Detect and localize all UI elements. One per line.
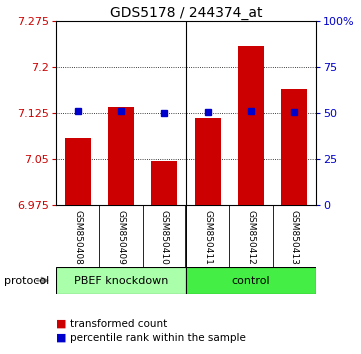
Text: GSM850410: GSM850410 xyxy=(160,210,169,265)
Bar xyxy=(238,46,264,205)
Bar xyxy=(281,89,307,205)
Text: GSM850409: GSM850409 xyxy=(117,210,125,265)
Text: ■: ■ xyxy=(56,333,66,343)
Text: PBEF knockdown: PBEF knockdown xyxy=(74,275,168,286)
FancyBboxPatch shape xyxy=(56,267,186,294)
Text: control: control xyxy=(232,275,270,286)
Bar xyxy=(151,160,177,205)
FancyBboxPatch shape xyxy=(186,267,316,294)
Text: GSM850413: GSM850413 xyxy=(290,210,299,265)
Bar xyxy=(195,118,221,205)
Text: percentile rank within the sample: percentile rank within the sample xyxy=(70,333,245,343)
Bar xyxy=(65,138,91,205)
Text: protocol: protocol xyxy=(4,275,49,286)
Text: GSM850411: GSM850411 xyxy=(203,210,212,265)
Text: GSM850408: GSM850408 xyxy=(73,210,82,265)
Text: ■: ■ xyxy=(56,319,66,329)
Text: transformed count: transformed count xyxy=(70,319,167,329)
Title: GDS5178 / 244374_at: GDS5178 / 244374_at xyxy=(110,6,262,20)
Text: GSM850412: GSM850412 xyxy=(247,210,255,265)
Bar xyxy=(108,107,134,205)
